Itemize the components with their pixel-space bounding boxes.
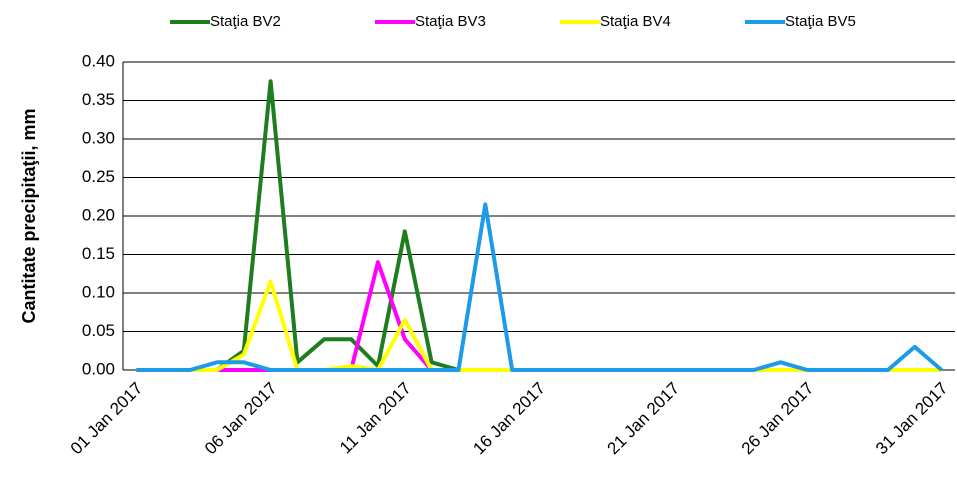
legend-label: Staţia BV5 xyxy=(785,13,856,30)
y-tick-label: 0.10 xyxy=(82,282,115,301)
y-tick-label: 0.25 xyxy=(82,167,115,186)
y-tick-label: 0.00 xyxy=(82,359,115,378)
x-tick-label: 31 Jan 2017 xyxy=(872,379,952,459)
legend-label: Staţia BV4 xyxy=(600,13,671,30)
legend-label: Staţia BV2 xyxy=(210,13,281,30)
y-tick-label: 0.30 xyxy=(82,128,115,147)
x-tick-label: 21 Jan 2017 xyxy=(604,379,684,459)
series-line xyxy=(136,202,943,372)
y-tick-label: 0.15 xyxy=(82,244,115,263)
x-tick-label: 16 Jan 2017 xyxy=(469,379,549,459)
y-axis-label: Cantitate precipitaţii, mm xyxy=(19,108,39,323)
y-tick-label: 0.20 xyxy=(82,205,115,224)
x-tick-label: 06 Jan 2017 xyxy=(201,379,281,459)
x-tick-label: 26 Jan 2017 xyxy=(738,379,818,459)
x-tick-label: 01 Jan 2017 xyxy=(67,379,147,459)
series-line xyxy=(136,279,942,372)
legend-label: Staţia BV3 xyxy=(415,13,486,30)
y-tick-label: 0.35 xyxy=(82,90,115,109)
y-tick-label: 0.05 xyxy=(82,321,115,340)
series-line xyxy=(136,79,942,372)
y-tick-label: 0.40 xyxy=(82,51,115,70)
x-tick-label: 11 Jan 2017 xyxy=(336,379,415,458)
